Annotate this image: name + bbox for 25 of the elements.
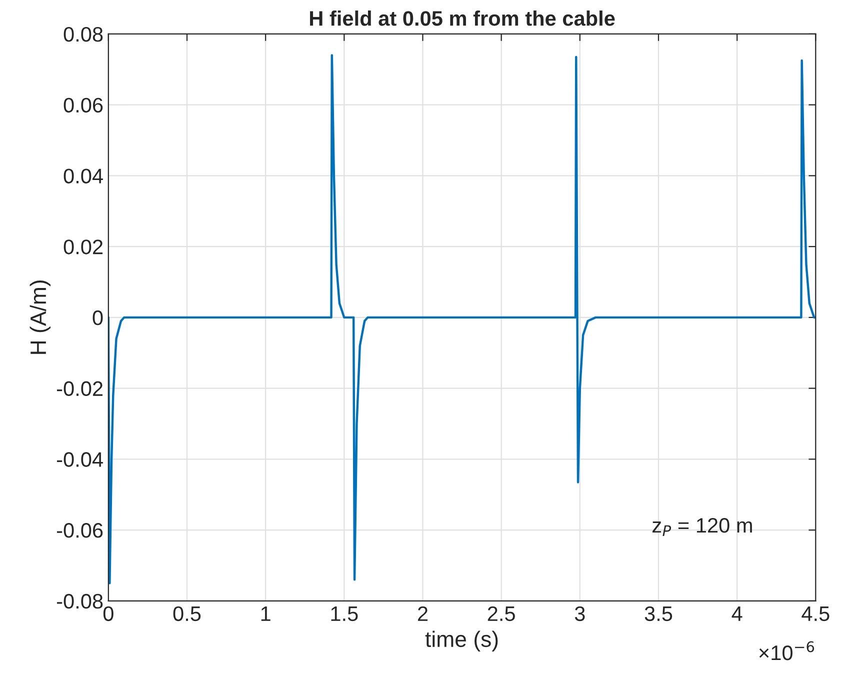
y-axis-title: H (A/m) bbox=[30, 280, 51, 354]
x-tick-label: 4 bbox=[732, 606, 742, 621]
y-tick-label: 0 bbox=[92, 310, 103, 326]
x-axis-title: time (s) bbox=[425, 630, 498, 652]
line-series bbox=[108, 54, 816, 584]
y-tick-label: 0.08 bbox=[64, 26, 103, 42]
y-tick-label: 0.04 bbox=[64, 168, 103, 184]
y-tick-label: -0.02 bbox=[57, 381, 103, 396]
x-tick-label: 3.5 bbox=[644, 606, 672, 622]
annotation: z$_{P}$ = 120 m bbox=[652, 518, 752, 536]
x-tick-label: 0 bbox=[103, 606, 114, 622]
y-tick-label: -0.06 bbox=[57, 523, 103, 538]
y-tick-label: 0.06 bbox=[64, 98, 103, 113]
x-tick-label: 2 bbox=[418, 606, 428, 621]
y-tick-label: -0.04 bbox=[57, 452, 103, 467]
text: ×10$^{−6}$ bbox=[759, 641, 814, 660]
x-tick-label: 3 bbox=[574, 606, 585, 622]
chart-title: H field at 0.05 m from the cable bbox=[310, 10, 615, 26]
x-tick-label: 1 bbox=[261, 606, 270, 621]
y-tick-label: 0.02 bbox=[64, 240, 103, 254]
x-tick-label: 4.5 bbox=[802, 606, 830, 622]
x-tick-label: 2.5 bbox=[488, 606, 515, 622]
x-tick-label: 0.5 bbox=[173, 606, 201, 622]
y-tick-label: -0.08 bbox=[57, 594, 103, 609]
x-tick-label: 1.5 bbox=[331, 606, 358, 622]
